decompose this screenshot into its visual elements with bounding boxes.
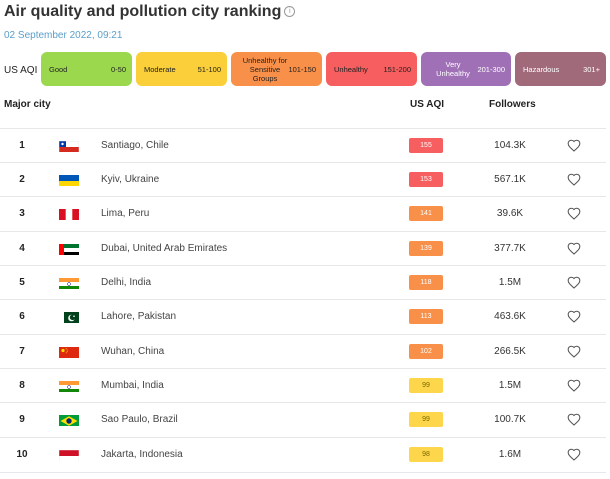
column-header-followers[interactable]: Followers (489, 99, 536, 110)
followers-count: 377.7K (494, 243, 526, 254)
heart-icon[interactable] (567, 345, 581, 358)
legend-name: Unhealthy for Sensitive Groups (242, 55, 288, 83)
aqi-badge: 113 (409, 309, 443, 324)
aqi-badge: 118 (409, 275, 443, 290)
rank-number: 10 (16, 449, 28, 460)
china-flag-icon (59, 346, 79, 358)
heart-icon[interactable] (567, 310, 581, 323)
aqi-badge: 139 (409, 241, 443, 256)
followers-count: 463.6K (494, 311, 526, 322)
table-row[interactable]: 3 Lima, Peru 141 39.6K (0, 196, 606, 231)
city-link[interactable]: Sao Paulo, Brazil (101, 414, 178, 425)
heart-icon[interactable] (567, 413, 581, 426)
aqi-badge: 153 (409, 172, 443, 187)
chile-flag-icon (59, 140, 79, 152)
city-link[interactable]: Wuhan, China (101, 346, 165, 357)
followers-count: 1.6M (498, 449, 522, 460)
city-link[interactable]: Lima, Peru (101, 208, 150, 219)
aqi-badge: 155 (409, 138, 443, 153)
legend-range: 0-50 (110, 64, 126, 74)
rank-number: 4 (19, 243, 25, 254)
followers-count: 39.6K (496, 208, 524, 219)
legend-range: 301+ (583, 64, 600, 74)
pakistan-flag-icon (59, 311, 79, 323)
table-row[interactable]: 4 Dubai, United Arab Emirates 139 377.7K (0, 231, 606, 266)
table-row[interactable]: 1 Santiago, Chile 155 104.3K (0, 128, 606, 163)
legend-name: Very Unhealthy (436, 60, 470, 78)
legend-unhealthy: Unhealthy 151-200 (326, 52, 417, 86)
ukraine-flag-icon (59, 174, 79, 186)
heart-icon[interactable] (567, 242, 581, 255)
legend-label: US AQI (4, 65, 38, 76)
update-date: 02 September 2022, 09:21 (4, 30, 123, 41)
rank-number: 7 (19, 346, 25, 357)
legend-name: Moderate (144, 64, 176, 74)
aqi-badge: 98 (409, 447, 443, 462)
legend-name: Unhealthy (334, 64, 368, 74)
followers-count: 104.3K (494, 140, 526, 151)
city-link[interactable]: Jakarta, Indonesia (101, 449, 183, 460)
rank-number: 3 (19, 208, 25, 219)
info-icon[interactable]: i (284, 6, 296, 18)
brazil-flag-icon (59, 414, 79, 426)
table-row[interactable]: 9 Sao Paulo, Brazil 99 100.7K (0, 402, 606, 437)
heart-icon[interactable] (567, 379, 581, 392)
city-link[interactable]: Mumbai, India (101, 380, 164, 391)
legend-name: Hazardous (523, 64, 560, 74)
india-flag-icon (59, 277, 79, 289)
rank-number: 1 (19, 140, 25, 151)
column-header-city[interactable]: Major city (4, 99, 51, 110)
page-title: Air quality and pollution city ranking i (4, 3, 296, 21)
city-link[interactable]: Dubai, United Arab Emirates (101, 243, 228, 254)
aqi-badge: 141 (409, 206, 443, 221)
followers-count: 1.5M (498, 277, 522, 288)
legend-range: 101-150 (288, 64, 316, 74)
rank-number: 5 (19, 277, 25, 288)
legend-moderate: Moderate 51-100 (136, 52, 227, 86)
aqi-badge: 102 (409, 344, 443, 359)
followers-count: 567.1K (494, 174, 526, 185)
city-link[interactable]: Lahore, Pakistan (101, 311, 177, 322)
heart-icon[interactable] (567, 173, 581, 186)
uae-flag-icon (59, 243, 79, 255)
table-row[interactable]: 8 Mumbai, India 99 1.5M (0, 368, 606, 403)
rank-number: 9 (19, 414, 25, 425)
heart-icon[interactable] (567, 139, 581, 152)
peru-flag-icon (59, 208, 79, 220)
indonesia-flag-icon (59, 449, 79, 461)
legend-range: 201-300 (477, 64, 505, 74)
followers-count: 266.5K (494, 346, 526, 357)
legend-unhealthy-sensitive: Unhealthy for Sensitive Groups 101-150 (231, 52, 322, 86)
rank-number: 2 (19, 174, 25, 185)
heart-icon[interactable] (567, 207, 581, 220)
city-link[interactable]: Kyiv, Ukraine (101, 174, 160, 185)
followers-count: 100.7K (494, 414, 526, 425)
legend-good: Good 0-50 (41, 52, 132, 86)
aqi-badge: 99 (409, 378, 443, 393)
column-header-aqi[interactable]: US AQI (410, 99, 445, 110)
legend-very-unhealthy: Very Unhealthy 201-300 (421, 52, 511, 86)
legend-hazardous: Hazardous 301+ (515, 52, 606, 86)
table-row[interactable]: 7 Wuhan, China 102 266.5K (0, 334, 606, 369)
legend-range: 51-100 (197, 64, 221, 74)
india-flag-icon (59, 380, 79, 392)
table-row[interactable]: 5 Delhi, India 118 1.5M (0, 265, 606, 300)
city-link[interactable]: Delhi, India (101, 277, 152, 288)
legend-name: Good (49, 64, 68, 74)
heart-icon[interactable] (567, 448, 581, 461)
heart-icon[interactable] (567, 276, 581, 289)
table-row[interactable]: 10 Jakarta, Indonesia 98 1.6M (0, 437, 606, 473)
legend-range: 151-200 (383, 64, 411, 74)
city-link[interactable]: Santiago, Chile (101, 140, 169, 151)
rank-number: 8 (19, 380, 25, 391)
followers-count: 1.5M (498, 380, 522, 391)
aqi-badge: 99 (409, 412, 443, 427)
table-row[interactable]: 2 Kyiv, Ukraine 153 567.1K (0, 162, 606, 197)
rank-number: 6 (19, 311, 25, 322)
table-row[interactable]: 6 Lahore, Pakistan 113 463.6K (0, 299, 606, 334)
